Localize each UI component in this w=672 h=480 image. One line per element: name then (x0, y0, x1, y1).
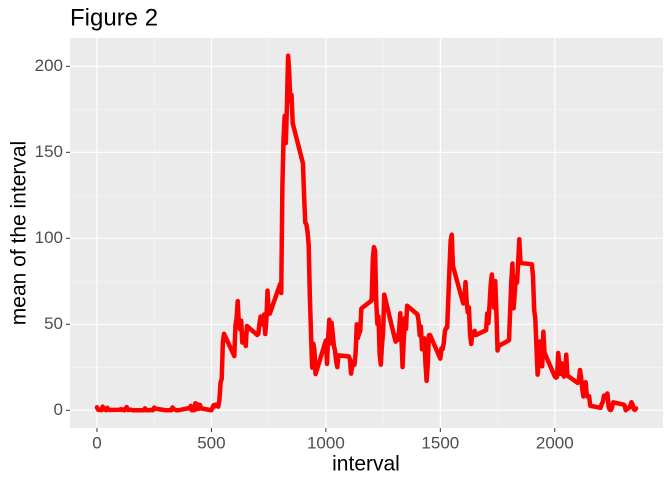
y-axis-label: mean of the interval (8, 141, 31, 325)
y-tick-label: 150 (35, 142, 63, 161)
x-axis-label: interval (332, 453, 400, 476)
y-tick-label: 50 (44, 314, 63, 333)
x-tick-label: 2000 (536, 433, 574, 452)
y-tick-label: 0 (54, 400, 63, 419)
y-tick-label: 100 (35, 228, 63, 247)
x-tick-label: 1500 (421, 433, 459, 452)
x-tick-label: 500 (197, 433, 225, 452)
x-tick-label: 0 (92, 433, 101, 452)
chart-title: Figure 2 (70, 4, 158, 31)
data-line (94, 53, 639, 413)
x-tick-label: 1000 (307, 433, 345, 452)
panel (70, 38, 663, 428)
y-tick-label: 200 (35, 56, 63, 75)
